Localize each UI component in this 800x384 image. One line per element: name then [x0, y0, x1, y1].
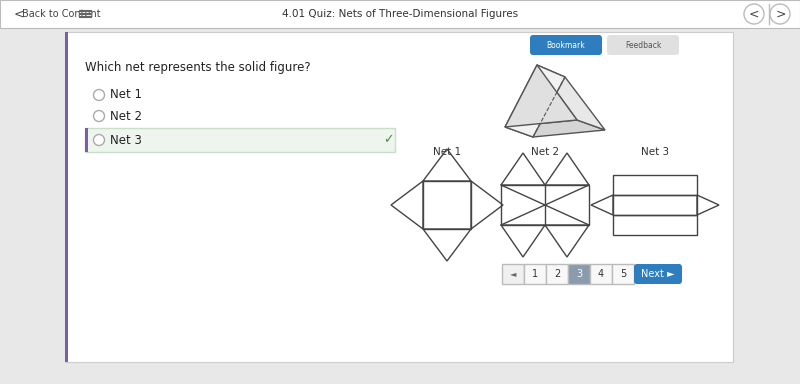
FancyBboxPatch shape [634, 264, 682, 284]
Bar [613, 195, 697, 215]
Text: 1: 1 [532, 269, 538, 279]
Text: Net 3: Net 3 [110, 134, 142, 147]
FancyBboxPatch shape [607, 35, 679, 55]
Circle shape [744, 4, 764, 24]
Text: Net 2: Net 2 [110, 109, 142, 122]
Text: Bookmark: Bookmark [546, 40, 586, 50]
Bar [590, 264, 612, 284]
Text: Net 2: Net 2 [531, 147, 559, 157]
Bar [85, 128, 395, 152]
Bar [546, 264, 568, 284]
Bar [65, 32, 68, 362]
Text: >: > [776, 8, 786, 20]
Bar [612, 264, 634, 284]
Text: <: < [749, 8, 759, 20]
Text: 4: 4 [598, 269, 604, 279]
Text: ✓: ✓ [382, 134, 394, 147]
Bar [524, 264, 546, 284]
Text: 3: 3 [576, 269, 582, 279]
Polygon shape [505, 65, 577, 127]
Circle shape [94, 89, 105, 101]
Bar [85, 128, 88, 152]
Bar [65, 32, 733, 362]
Bar [568, 264, 590, 284]
Text: Feedback: Feedback [625, 40, 661, 50]
Polygon shape [537, 65, 605, 130]
Polygon shape [505, 120, 605, 137]
Text: Next ►: Next ► [642, 269, 674, 279]
Text: Back to Content: Back to Content [22, 9, 101, 19]
Text: Which net represents the solid figure?: Which net represents the solid figure? [85, 61, 310, 74]
Text: 4.01 Quiz: Nets of Three-Dimensional Figures: 4.01 Quiz: Nets of Three-Dimensional Fig… [282, 9, 518, 19]
Text: 5: 5 [620, 269, 626, 279]
Bar [502, 264, 524, 284]
Text: <: < [14, 8, 25, 20]
Circle shape [94, 111, 105, 121]
Polygon shape [505, 65, 565, 137]
Bar [613, 215, 697, 235]
Bar [0, 0, 800, 28]
Bar [501, 185, 589, 225]
Circle shape [94, 134, 105, 146]
FancyBboxPatch shape [530, 35, 602, 55]
Text: Net 3: Net 3 [641, 147, 669, 157]
Circle shape [770, 4, 790, 24]
Text: 2: 2 [554, 269, 560, 279]
Bar [613, 175, 697, 195]
Text: Net 1: Net 1 [433, 147, 461, 157]
Text: ◄: ◄ [510, 270, 516, 278]
Text: Net 1: Net 1 [110, 88, 142, 101]
